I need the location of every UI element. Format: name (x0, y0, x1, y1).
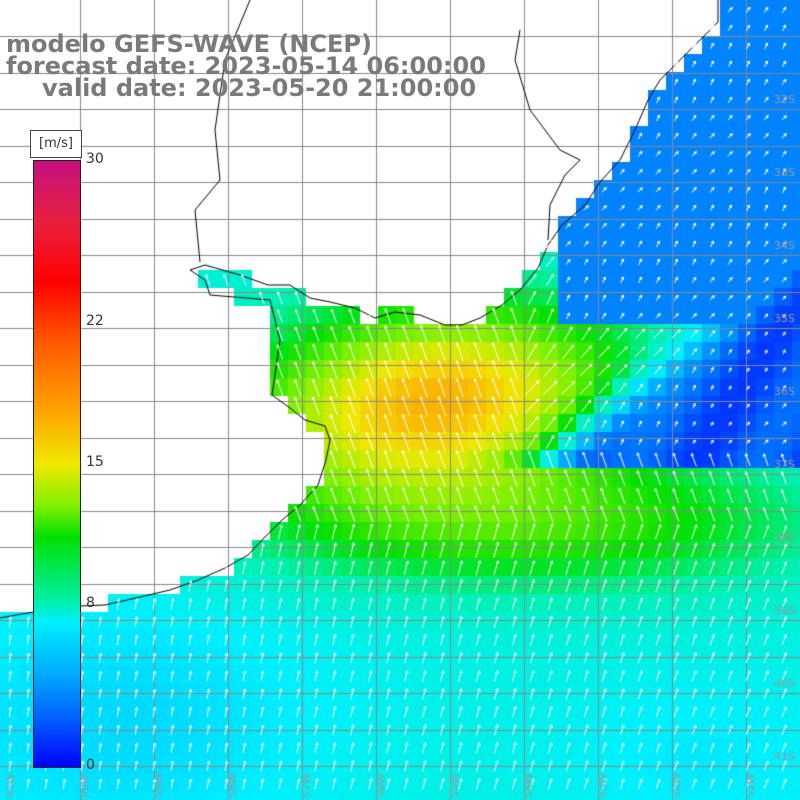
colorbar-unit-label: [m/s] (30, 130, 82, 158)
colorbar (33, 160, 81, 768)
colorbar-tick-label: 22 (86, 312, 104, 329)
forecast-date: forecast date: 2023-05-14 06:00:00 (6, 52, 486, 80)
valid-date: valid date: 2023-05-20 21:00:00 (42, 74, 477, 102)
colorbar-tick-label: 30 (86, 151, 104, 167)
colorbar-tick-label: 0 (86, 757, 95, 773)
colorbar-tick-label: 15 (86, 454, 104, 470)
colorbar-tick-label: 8 (86, 595, 95, 612)
model-title: modelo GEFS-WAVE (NCEP) (6, 30, 372, 58)
